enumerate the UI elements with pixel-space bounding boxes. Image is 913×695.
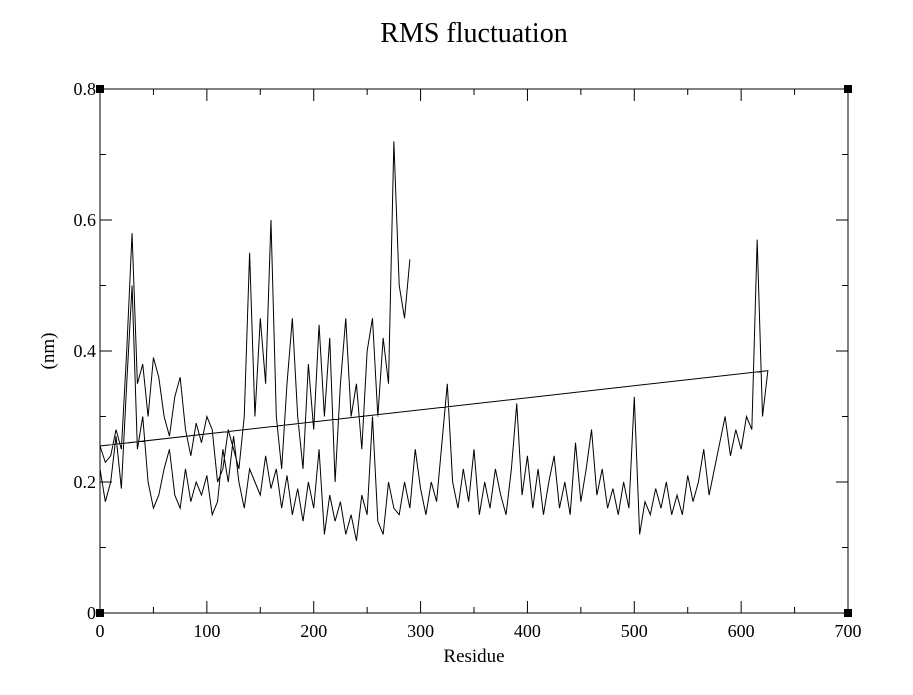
chart-title: RMS fluctuation — [380, 18, 567, 49]
x-tick-label: 0 — [96, 621, 105, 641]
y-tick-label: 0 — [87, 603, 96, 623]
x-tick-label: 300 — [407, 621, 434, 641]
data-line — [99, 141, 769, 542]
x-tick-label: 700 — [835, 621, 862, 641]
x-tick-label: 400 — [514, 621, 541, 641]
x-axis-label: Residue — [443, 646, 504, 667]
y-axis-label: (nm) — [38, 333, 59, 370]
y-tick-label: 0.4 — [74, 341, 97, 361]
y-tick-label: 0.8 — [74, 79, 97, 99]
plot-frame — [99, 88, 849, 614]
x-tick-label: 500 — [621, 621, 648, 641]
y-tick-label: 0.2 — [74, 472, 97, 492]
y-tick-label: 0.6 — [74, 210, 97, 230]
x-tick-label: 200 — [300, 621, 327, 641]
x-tick-label: 100 — [193, 621, 220, 641]
x-tick-label: 600 — [728, 621, 755, 641]
